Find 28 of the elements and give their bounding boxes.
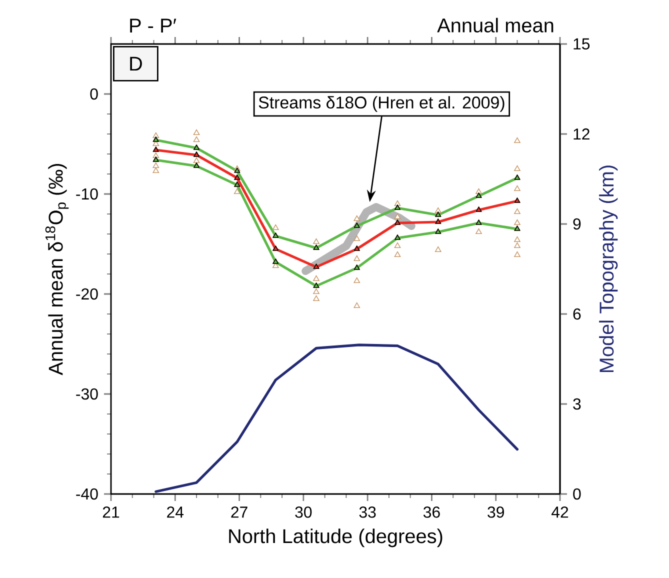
chart-subtitle: Annual mean [437, 18, 554, 32]
y2-tick-label: 3 [573, 398, 581, 410]
x-tick-label: 39 [488, 506, 504, 518]
y2-tick-label: 12 [574, 128, 590, 140]
y-tick-label: -30 [76, 388, 98, 400]
x-tick-label: 42 [551, 506, 568, 518]
y-tick-label: -10 [76, 188, 98, 200]
chart-title: P - P′ [130, 18, 176, 32]
y-tick-label: -20 [76, 288, 98, 300]
annotation: D [130, 56, 142, 71]
x-tick-label: 27 [231, 506, 248, 518]
x-tick-label: 24 [167, 506, 184, 518]
x-tick-label: 36 [423, 506, 440, 518]
point [234, 168, 240, 173]
x-tick-label: 21 [102, 506, 120, 518]
y2-tick-label: 9 [573, 218, 581, 230]
y-tick-label: 0 [90, 88, 98, 100]
annotation: Streams δ18O (Hren et al. 2009) [258, 96, 504, 112]
x-tick-label: 30 [295, 506, 312, 518]
x-tick-label: 33 [359, 506, 376, 518]
line-series [154, 344, 519, 493]
y2-tick-label: 0 [573, 488, 581, 500]
y2-tick-label: 6 [573, 308, 581, 320]
y2-axis-title: Model Topography (km) [599, 166, 618, 372]
y-axis-title: Annual mean δ$^{18}$O$_{p}$ (‰) [45, 164, 69, 376]
y-tick-label: -40 [76, 488, 98, 500]
x-axis-title: North Latitude (degrees) [229, 528, 442, 548]
y2-tick-label: 15 [574, 38, 590, 50]
